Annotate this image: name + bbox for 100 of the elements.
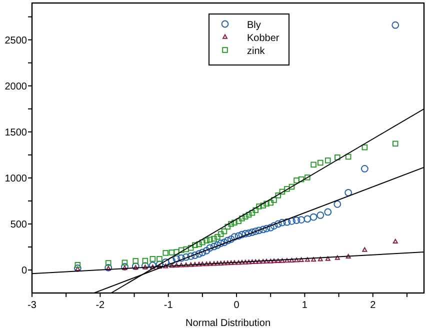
legend-label: zink	[247, 46, 266, 57]
point	[162, 250, 169, 256]
point	[279, 188, 286, 195]
point	[334, 255, 340, 260]
point	[148, 262, 156, 270]
point	[168, 250, 175, 256]
point	[304, 215, 312, 223]
point	[248, 228, 256, 236]
point	[227, 235, 235, 243]
point	[195, 250, 203, 258]
point	[249, 210, 256, 216]
y-tick-label: 2500	[4, 35, 28, 46]
point	[242, 214, 248, 220]
point	[178, 254, 185, 262]
x-tick-label: -2	[96, 300, 106, 311]
point	[255, 226, 263, 234]
point	[260, 202, 266, 208]
point	[225, 260, 230, 266]
point	[232, 260, 237, 265]
y-tick-label: 2000	[4, 81, 28, 92]
point	[256, 204, 262, 210]
point	[362, 247, 368, 252]
point	[224, 224, 231, 230]
point	[192, 242, 198, 248]
point	[316, 212, 324, 219]
point	[256, 259, 262, 264]
point	[198, 248, 206, 256]
point	[202, 246, 210, 254]
point	[220, 238, 228, 246]
point	[304, 174, 310, 180]
point	[294, 258, 300, 262]
point	[200, 262, 205, 266]
point	[230, 233, 238, 241]
legend-label: Bly	[247, 20, 261, 31]
point	[259, 226, 267, 234]
point	[163, 264, 168, 268]
y-tick-label: 500	[10, 219, 28, 230]
point	[324, 208, 332, 216]
point	[132, 258, 139, 264]
point	[236, 218, 242, 224]
point	[292, 216, 300, 224]
point	[289, 258, 294, 262]
point	[142, 264, 148, 270]
point	[268, 258, 274, 264]
point	[392, 238, 398, 244]
x-tick-label: 2	[370, 300, 376, 311]
point	[253, 259, 258, 264]
point	[284, 258, 290, 263]
point	[345, 154, 352, 160]
point	[275, 192, 282, 198]
point	[210, 242, 218, 250]
point	[169, 263, 174, 268]
y-tick-label: 1500	[4, 127, 28, 138]
point	[214, 241, 222, 249]
point	[280, 258, 285, 263]
point	[206, 244, 214, 252]
y-tick-label: 1000	[4, 173, 28, 184]
legend-label: Kobber	[247, 33, 280, 44]
point	[214, 234, 220, 240]
point	[270, 222, 278, 230]
point	[278, 218, 286, 226]
point	[360, 165, 368, 172]
point	[318, 256, 323, 262]
point	[242, 260, 248, 264]
point	[346, 254, 351, 259]
point	[122, 260, 128, 266]
point	[324, 158, 331, 164]
point	[271, 197, 277, 203]
point	[304, 257, 310, 262]
point	[272, 258, 277, 264]
point	[196, 241, 202, 248]
point	[174, 262, 180, 268]
point	[182, 253, 190, 261]
point	[156, 256, 162, 262]
point	[252, 207, 259, 214]
point	[191, 252, 199, 259]
point	[204, 238, 210, 244]
point	[187, 252, 195, 260]
x-tick-label: -1	[164, 300, 174, 311]
point	[245, 229, 252, 237]
point	[260, 259, 266, 264]
point	[196, 262, 202, 266]
point	[283, 218, 291, 226]
point	[207, 261, 212, 266]
point	[264, 200, 270, 207]
x-tick-label: -3	[28, 300, 37, 311]
point	[211, 236, 217, 242]
point	[178, 262, 184, 268]
point	[236, 260, 242, 265]
point	[246, 212, 252, 218]
x-tick-label: 1	[302, 300, 308, 311]
point	[221, 228, 228, 234]
point	[218, 260, 224, 266]
x-tick-label: 0	[234, 300, 240, 311]
point	[212, 261, 217, 266]
point	[250, 259, 255, 264]
point	[224, 236, 232, 244]
point	[310, 162, 316, 168]
point	[298, 257, 304, 262]
point	[150, 256, 156, 262]
